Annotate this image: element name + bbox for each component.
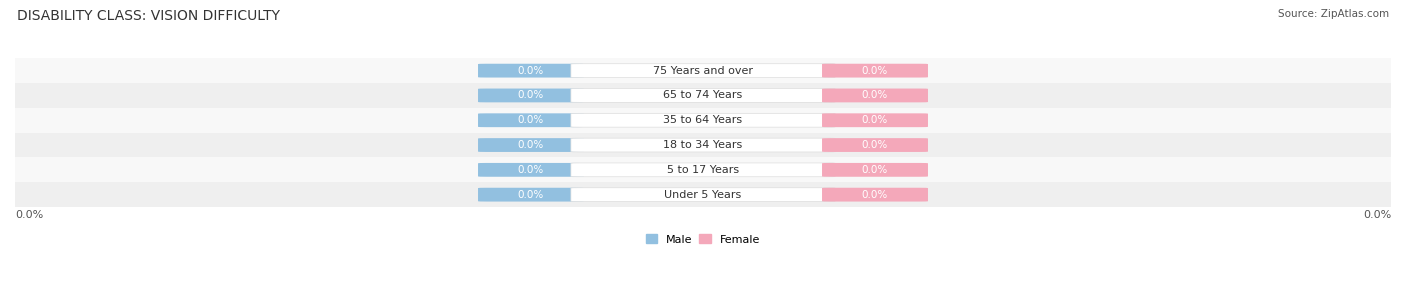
Text: 35 to 64 Years: 35 to 64 Years bbox=[664, 115, 742, 125]
FancyBboxPatch shape bbox=[478, 64, 583, 78]
FancyBboxPatch shape bbox=[571, 188, 835, 202]
FancyBboxPatch shape bbox=[823, 163, 928, 177]
FancyBboxPatch shape bbox=[571, 88, 835, 102]
Legend: Male, Female: Male, Female bbox=[641, 230, 765, 249]
Text: 0.0%: 0.0% bbox=[862, 190, 889, 200]
Text: 5 to 17 Years: 5 to 17 Years bbox=[666, 165, 740, 175]
FancyBboxPatch shape bbox=[823, 188, 928, 202]
Text: 0.0%: 0.0% bbox=[862, 115, 889, 125]
Text: 0.0%: 0.0% bbox=[862, 91, 889, 100]
FancyBboxPatch shape bbox=[571, 163, 835, 177]
FancyBboxPatch shape bbox=[478, 113, 583, 127]
FancyBboxPatch shape bbox=[823, 113, 928, 127]
Text: 0.0%: 0.0% bbox=[517, 165, 544, 175]
Text: 0.0%: 0.0% bbox=[862, 165, 889, 175]
Text: 0.0%: 0.0% bbox=[862, 66, 889, 76]
Text: 75 Years and over: 75 Years and over bbox=[652, 66, 754, 76]
FancyBboxPatch shape bbox=[823, 88, 928, 102]
Text: 0.0%: 0.0% bbox=[517, 190, 544, 200]
Bar bbox=[15, 182, 1391, 207]
Text: 0.0%: 0.0% bbox=[862, 140, 889, 150]
FancyBboxPatch shape bbox=[571, 138, 835, 152]
FancyBboxPatch shape bbox=[571, 113, 835, 127]
Text: 0.0%: 0.0% bbox=[15, 210, 44, 220]
FancyBboxPatch shape bbox=[478, 188, 583, 202]
Bar bbox=[15, 108, 1391, 133]
Text: 0.0%: 0.0% bbox=[517, 91, 544, 100]
Bar bbox=[15, 58, 1391, 83]
Text: 0.0%: 0.0% bbox=[1362, 210, 1391, 220]
Text: 18 to 34 Years: 18 to 34 Years bbox=[664, 140, 742, 150]
Text: DISABILITY CLASS: VISION DIFFICULTY: DISABILITY CLASS: VISION DIFFICULTY bbox=[17, 9, 280, 23]
Bar bbox=[15, 133, 1391, 157]
FancyBboxPatch shape bbox=[571, 64, 835, 78]
FancyBboxPatch shape bbox=[823, 138, 928, 152]
Text: 65 to 74 Years: 65 to 74 Years bbox=[664, 91, 742, 100]
FancyBboxPatch shape bbox=[478, 138, 583, 152]
Text: 0.0%: 0.0% bbox=[517, 66, 544, 76]
Text: Under 5 Years: Under 5 Years bbox=[665, 190, 741, 200]
Bar bbox=[15, 83, 1391, 108]
FancyBboxPatch shape bbox=[478, 163, 583, 177]
Text: 0.0%: 0.0% bbox=[517, 140, 544, 150]
FancyBboxPatch shape bbox=[823, 64, 928, 78]
FancyBboxPatch shape bbox=[478, 88, 583, 102]
Bar bbox=[15, 157, 1391, 182]
Text: Source: ZipAtlas.com: Source: ZipAtlas.com bbox=[1278, 9, 1389, 19]
Text: 0.0%: 0.0% bbox=[517, 115, 544, 125]
